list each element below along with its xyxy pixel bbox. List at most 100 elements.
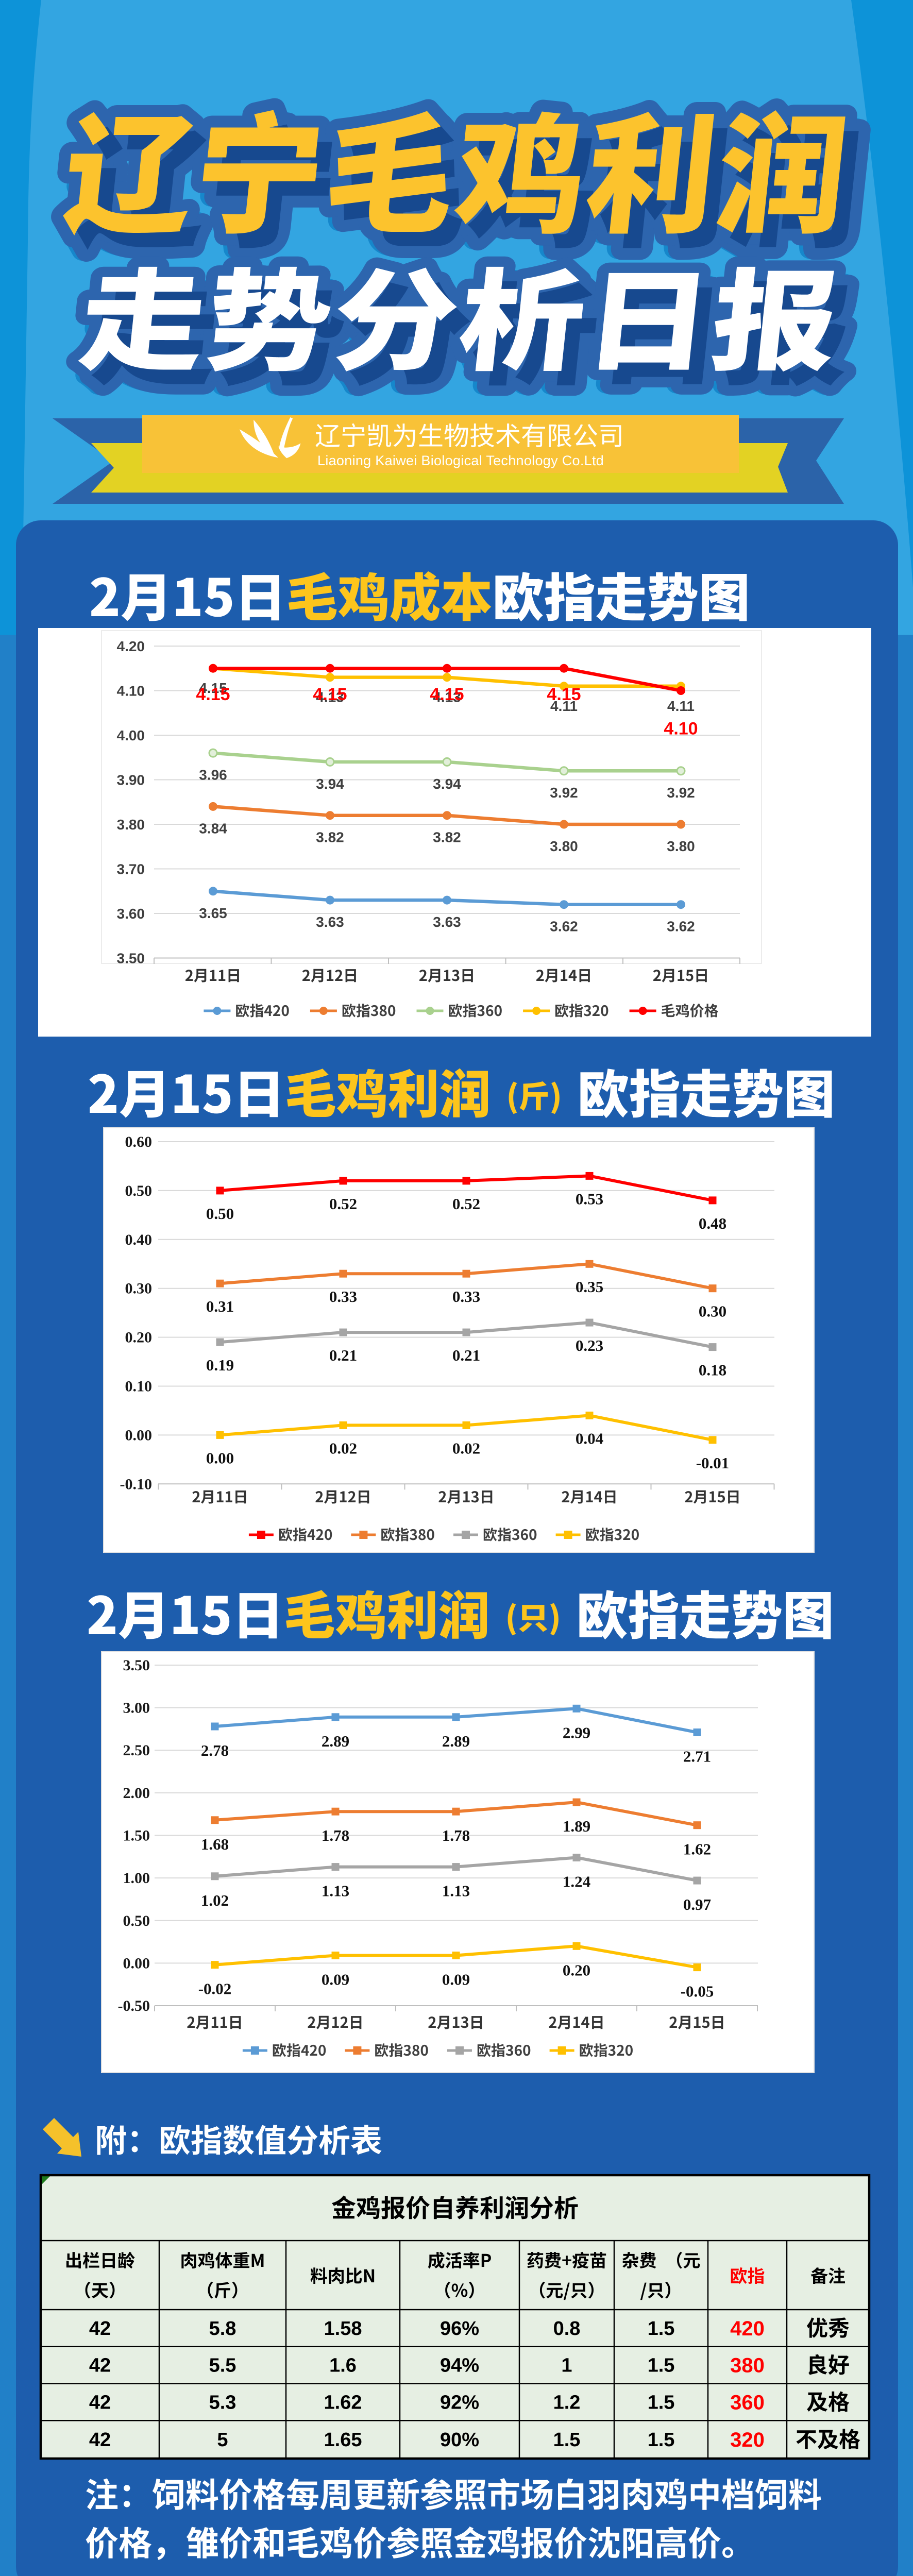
svg-text:0.33: 0.33 bbox=[329, 1287, 357, 1306]
svg-text:3.60: 3.60 bbox=[117, 906, 145, 922]
svg-text:1.65: 1.65 bbox=[324, 2429, 362, 2451]
svg-text:5.3: 5.3 bbox=[209, 2392, 236, 2413]
svg-text:2.71: 2.71 bbox=[683, 1748, 711, 1766]
svg-text:3.90: 3.90 bbox=[117, 772, 145, 788]
svg-text:92%: 92% bbox=[440, 2392, 479, 2413]
svg-text:4.11: 4.11 bbox=[667, 698, 695, 714]
svg-text:3.65: 3.65 bbox=[199, 905, 227, 921]
svg-text:0.52: 0.52 bbox=[452, 1195, 480, 1213]
svg-text:1.00: 1.00 bbox=[123, 1870, 150, 1887]
svg-text:0.35: 0.35 bbox=[576, 1278, 603, 1296]
svg-text:1.50: 1.50 bbox=[123, 1827, 150, 1844]
svg-text:3.62: 3.62 bbox=[667, 919, 695, 935]
svg-text:2.99: 2.99 bbox=[563, 1723, 590, 1741]
svg-text:94%: 94% bbox=[440, 2355, 479, 2377]
svg-text:1.02: 1.02 bbox=[201, 1891, 229, 1909]
svg-text:0.09: 0.09 bbox=[442, 1971, 470, 1989]
svg-text:0.20: 0.20 bbox=[125, 1329, 153, 1346]
svg-text:0.21: 0.21 bbox=[329, 1346, 357, 1364]
svg-text:-0.10: -0.10 bbox=[120, 1476, 153, 1493]
svg-text:4.11: 4.11 bbox=[550, 698, 578, 714]
svg-text:1.62: 1.62 bbox=[324, 2392, 362, 2413]
svg-text:5.8: 5.8 bbox=[209, 2318, 236, 2340]
svg-text:3.92: 3.92 bbox=[550, 785, 578, 801]
svg-text:3.80: 3.80 bbox=[117, 817, 145, 833]
svg-text:3.82: 3.82 bbox=[316, 829, 344, 845]
svg-text:4.20: 4.20 bbox=[117, 638, 145, 654]
svg-text:2.89: 2.89 bbox=[442, 1732, 470, 1750]
svg-text:42: 42 bbox=[89, 2392, 111, 2413]
svg-text:0.50: 0.50 bbox=[206, 1205, 234, 1223]
svg-text:0.8: 0.8 bbox=[553, 2318, 581, 2340]
svg-text:Liaoning Kaiwei Biological Tec: Liaoning Kaiwei Biological Technology Co… bbox=[317, 453, 604, 468]
svg-text:1.24: 1.24 bbox=[563, 1873, 590, 1891]
svg-text:0.18: 0.18 bbox=[699, 1361, 726, 1379]
svg-text:0.53: 0.53 bbox=[576, 1190, 603, 1208]
svg-text:0.02: 0.02 bbox=[329, 1439, 357, 1457]
svg-text:1.5: 1.5 bbox=[648, 2355, 675, 2377]
svg-text:420: 420 bbox=[730, 2317, 765, 2340]
svg-text:1.2: 1.2 bbox=[553, 2392, 581, 2413]
svg-text:1.5: 1.5 bbox=[648, 2392, 675, 2413]
svg-text:0.40: 0.40 bbox=[125, 1231, 153, 1248]
svg-text:380: 380 bbox=[730, 2354, 765, 2377]
svg-text:-0.01: -0.01 bbox=[696, 1454, 730, 1472]
svg-text:4.13: 4.13 bbox=[433, 689, 461, 705]
svg-text:42: 42 bbox=[89, 2355, 111, 2377]
svg-text:1.6: 1.6 bbox=[329, 2355, 357, 2377]
svg-text:1.68: 1.68 bbox=[201, 1835, 229, 1853]
svg-text:4.15: 4.15 bbox=[430, 685, 464, 704]
svg-text:1.58: 1.58 bbox=[324, 2318, 362, 2340]
svg-text:0.50: 0.50 bbox=[125, 1182, 153, 1199]
svg-text:2.89: 2.89 bbox=[322, 1732, 349, 1750]
svg-text:1.5: 1.5 bbox=[648, 2429, 675, 2451]
svg-text:4.15: 4.15 bbox=[199, 680, 227, 696]
svg-text:0.33: 0.33 bbox=[452, 1287, 480, 1306]
svg-text:0.00: 0.00 bbox=[123, 1955, 150, 1972]
svg-text:1.62: 1.62 bbox=[683, 1840, 711, 1858]
svg-text:2.00: 2.00 bbox=[123, 1785, 150, 1802]
svg-text:3.80: 3.80 bbox=[550, 838, 578, 854]
svg-text:1.78: 1.78 bbox=[442, 1826, 470, 1844]
svg-text:3.80: 3.80 bbox=[667, 838, 695, 854]
svg-text:0.00: 0.00 bbox=[206, 1449, 234, 1467]
svg-text:3.62: 3.62 bbox=[550, 919, 578, 935]
svg-text:1.13: 1.13 bbox=[442, 1882, 470, 1900]
svg-text:0.50: 0.50 bbox=[123, 1912, 150, 1929]
svg-text:0.48: 0.48 bbox=[699, 1214, 726, 1232]
svg-text:3.50: 3.50 bbox=[123, 1657, 150, 1674]
svg-text:4.10: 4.10 bbox=[117, 683, 145, 699]
svg-text:0.19: 0.19 bbox=[206, 1356, 234, 1374]
svg-text:3.94: 3.94 bbox=[433, 776, 461, 792]
svg-text:-0.02: -0.02 bbox=[198, 1980, 232, 1998]
svg-text:0.10: 0.10 bbox=[125, 1378, 153, 1395]
svg-text:4.13: 4.13 bbox=[316, 689, 344, 705]
svg-text:90%: 90% bbox=[440, 2429, 479, 2451]
svg-text:3.84: 3.84 bbox=[199, 820, 227, 836]
svg-text:42: 42 bbox=[89, 2318, 111, 2340]
svg-text:0.04: 0.04 bbox=[576, 1429, 603, 1447]
svg-text:1.78: 1.78 bbox=[322, 1826, 349, 1844]
svg-text:2.78: 2.78 bbox=[201, 1741, 229, 1759]
svg-text:3.92: 3.92 bbox=[667, 785, 695, 801]
svg-text:4.00: 4.00 bbox=[117, 727, 145, 743]
svg-text:3.63: 3.63 bbox=[433, 914, 461, 930]
svg-text:4.15: 4.15 bbox=[547, 685, 581, 704]
svg-text:3.96: 3.96 bbox=[199, 767, 227, 783]
svg-text:0.20: 0.20 bbox=[563, 1961, 590, 1979]
svg-text:-0.05: -0.05 bbox=[681, 1982, 714, 2001]
svg-text:0.02: 0.02 bbox=[452, 1439, 480, 1457]
svg-text:0.60: 0.60 bbox=[125, 1133, 153, 1150]
svg-text:0.09: 0.09 bbox=[322, 1971, 349, 1989]
svg-text:4.15: 4.15 bbox=[313, 685, 347, 704]
svg-text:3.82: 3.82 bbox=[433, 829, 461, 845]
svg-text:5: 5 bbox=[217, 2429, 228, 2451]
svg-text:5.5: 5.5 bbox=[209, 2355, 236, 2377]
svg-text:0.00: 0.00 bbox=[125, 1427, 153, 1444]
svg-text:42: 42 bbox=[89, 2429, 111, 2451]
svg-text:1: 1 bbox=[561, 2355, 572, 2377]
svg-text:1.5: 1.5 bbox=[648, 2318, 675, 2340]
svg-text:0.52: 0.52 bbox=[329, 1195, 357, 1213]
svg-text:1.89: 1.89 bbox=[563, 1817, 590, 1835]
svg-text:3.94: 3.94 bbox=[316, 776, 344, 792]
